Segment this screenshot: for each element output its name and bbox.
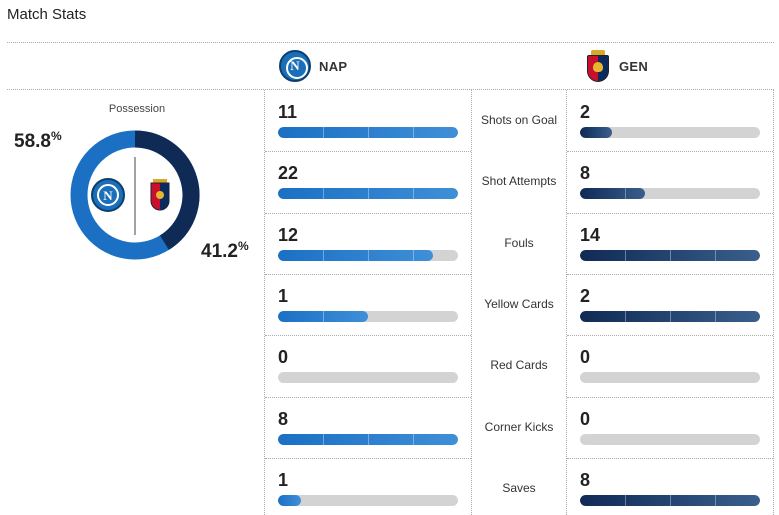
away-stat-bar [580,372,760,384]
row-divider [567,212,773,214]
napoli-badge-icon: N [279,50,311,82]
home-stat-bar [278,494,458,506]
possession-away-arc [134,130,200,250]
column-divider-3 [566,90,567,515]
home-stat-bar-fill [278,433,458,445]
away-stat-bar [580,188,760,200]
home-stat-bar-fill [278,127,458,138]
home-stat-bar [278,433,458,445]
home-stat-value: 11 [278,102,298,122]
away-stat-bar [580,310,760,322]
row-divider [567,273,773,275]
row-divider [265,273,471,275]
away-stat-value: 8 [580,163,591,184]
home-team-header: N NAP [279,49,347,83]
home-stat-value: 1 [278,469,289,490]
away-stat-bar-fill [580,310,760,322]
possession-label: Possession [108,103,166,115]
header-divider [7,42,774,43]
stat-label: Shot Attempts [481,174,557,189]
column-divider-2 [471,90,472,515]
stat-label: Shots on Goal [480,113,558,127]
home-stat-bar-fill [278,188,458,200]
row-divider [567,396,773,398]
home-stat-bar-fill [278,249,433,261]
home-stat-bar [278,188,458,200]
home-stat-value: 0 [278,347,289,368]
home-stat-value: 8 [278,408,289,429]
away-stat-value: 2 [580,102,591,122]
row-divider [567,457,773,459]
stat-label: Red Cards [490,358,548,373]
away-stat-value: 0 [580,408,591,429]
table-top-divider [7,89,774,90]
home-stat-bar-fill [278,494,302,506]
away-stat-bar [580,433,760,445]
away-stat-value: 2 [580,285,591,306]
row-divider [265,396,471,398]
away-stat-bar [580,127,760,138]
row-divider [265,151,471,153]
home-stat-value: 12 [278,224,299,245]
row-divider [567,151,773,153]
stat-label: Yellow Cards [484,296,554,311]
possession-donut-chart: N [70,130,200,260]
row-divider [567,335,773,337]
home-stat-value: 22 [278,163,299,184]
away-stat-bar-fill [580,127,613,138]
svg-text:N: N [103,188,113,203]
away-stat-bar-fill [580,494,760,506]
home-stat-value: 1 [278,285,289,306]
away-stat-bar-fill [580,188,645,200]
home-stat-bar [278,249,458,261]
stat-label: Saves [502,480,536,495]
home-team-abbr: NAP [319,58,348,74]
page-title: Match Stats [7,6,87,23]
row-divider [265,457,471,459]
home-stat-bar [278,310,458,322]
home-stat-bar [278,372,458,384]
away-stat-value: 8 [580,469,591,490]
away-team-abbr: GEN [619,58,649,74]
donut-genoa-badge-icon [150,179,170,211]
away-stat-bar-fill [580,249,760,261]
row-divider [265,212,471,214]
home-stat-bar-fill [278,310,368,322]
away-stat-value: 14 [580,224,601,245]
away-stat-bar [580,249,760,261]
stat-label: Fouls [504,235,534,250]
away-team-header: GEN [585,49,648,83]
away-possession-value: 41.2% [201,239,249,262]
home-stat-bar [278,127,458,138]
column-divider-4 [773,90,774,515]
away-stat-value: 0 [580,347,591,368]
row-divider [265,335,471,337]
home-possession-value: 58.8% [14,129,62,152]
genoa-badge-icon [585,50,611,82]
stat-label: Corner Kicks [484,419,554,434]
column-divider-1 [264,90,265,515]
donut-napoli-badge-icon: N [91,178,125,212]
away-stat-bar [580,494,760,506]
